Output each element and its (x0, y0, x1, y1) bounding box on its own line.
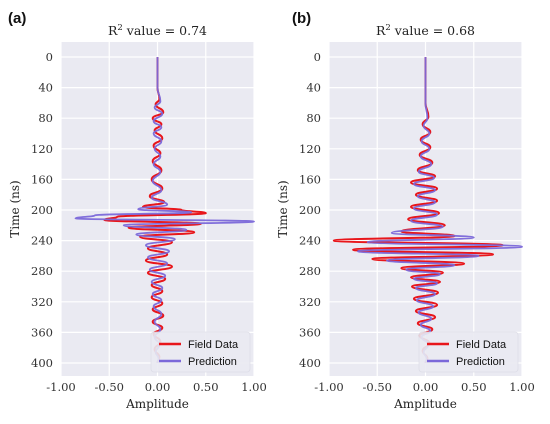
title-suffix: value = 0.74 (123, 23, 207, 38)
x-tick-label: -0.50 (363, 380, 393, 394)
x-tick-label: 0.00 (145, 380, 171, 394)
y-tick-label: 120 (299, 142, 321, 156)
legend: Field Data Prediction (418, 331, 519, 373)
y-axis-label: Time (ns) (276, 180, 290, 237)
x-tick-label: 0.50 (461, 380, 487, 394)
y-tick-label: 360 (31, 325, 53, 339)
x-tick-label: -0.50 (95, 380, 125, 394)
legend-label: Prediction (188, 356, 237, 368)
x-tick-label: 1.00 (241, 380, 267, 394)
subplot-title: R2 value = 0.74 (108, 23, 207, 38)
y-tick-label: 400 (31, 356, 53, 370)
subplot-b: -1.00 -0.50 0.00 0.50 1.00 0 40 80 120 160 200 240 2… (276, 10, 535, 411)
y-tick-label: 160 (31, 172, 53, 186)
title-superscript: 2 (117, 23, 122, 33)
y-tick-label: 120 (31, 142, 53, 156)
y-tick-label: 360 (299, 325, 321, 339)
title-prefix: R (108, 23, 118, 38)
series-line-field-data (103, 57, 207, 364)
y-axis-label: Time (ns) (8, 180, 22, 237)
panel-label: (b) (292, 10, 311, 27)
legend: Field Data Prediction (150, 331, 251, 373)
x-axis-label: Amplitude (125, 397, 189, 411)
y-tick-label: 200 (31, 203, 53, 217)
x-tick-label: 0.50 (193, 380, 219, 394)
series-line-prediction (357, 57, 523, 364)
x-tick-label: 1.00 (509, 380, 535, 394)
y-tick-label: 0 (314, 50, 321, 64)
subplot-a: -1.00 -0.50 0.00 0.50 1.00 0 40 80 120 160 200 240 2… (8, 10, 267, 411)
y-tick-label: 240 (31, 234, 53, 248)
x-tick-label: -1.00 (46, 380, 76, 394)
subplot-title: R2 value = 0.68 (376, 23, 475, 38)
legend-label: Field Data (456, 339, 507, 351)
panel-label: (a) (8, 10, 26, 27)
x-tick-label: 0.00 (413, 380, 439, 394)
title-suffix: value = 0.68 (391, 23, 475, 38)
legend-label: Field Data (188, 339, 239, 351)
y-tick-label: 40 (38, 81, 53, 95)
x-axis-label: Amplitude (393, 397, 457, 411)
title-prefix: R (376, 23, 386, 38)
y-tick-label: 320 (299, 295, 321, 309)
y-tick-label: 40 (306, 81, 321, 95)
y-tick-label: 320 (31, 295, 53, 309)
title-superscript: 2 (385, 23, 390, 33)
y-tick-label: 200 (299, 203, 321, 217)
y-tick-label: 160 (299, 172, 321, 186)
y-tick-label: 240 (299, 234, 321, 248)
y-tick-label: 0 (46, 50, 53, 64)
series-line-prediction (74, 57, 255, 364)
y-tick-label: 80 (38, 111, 53, 125)
y-tick-label: 80 (306, 111, 321, 125)
x-tick-label: -1.00 (314, 380, 344, 394)
legend-label: Prediction (456, 356, 505, 368)
y-tick-label: 280 (31, 264, 53, 278)
y-tick-label: 400 (299, 356, 321, 370)
y-tick-label: 280 (299, 264, 321, 278)
